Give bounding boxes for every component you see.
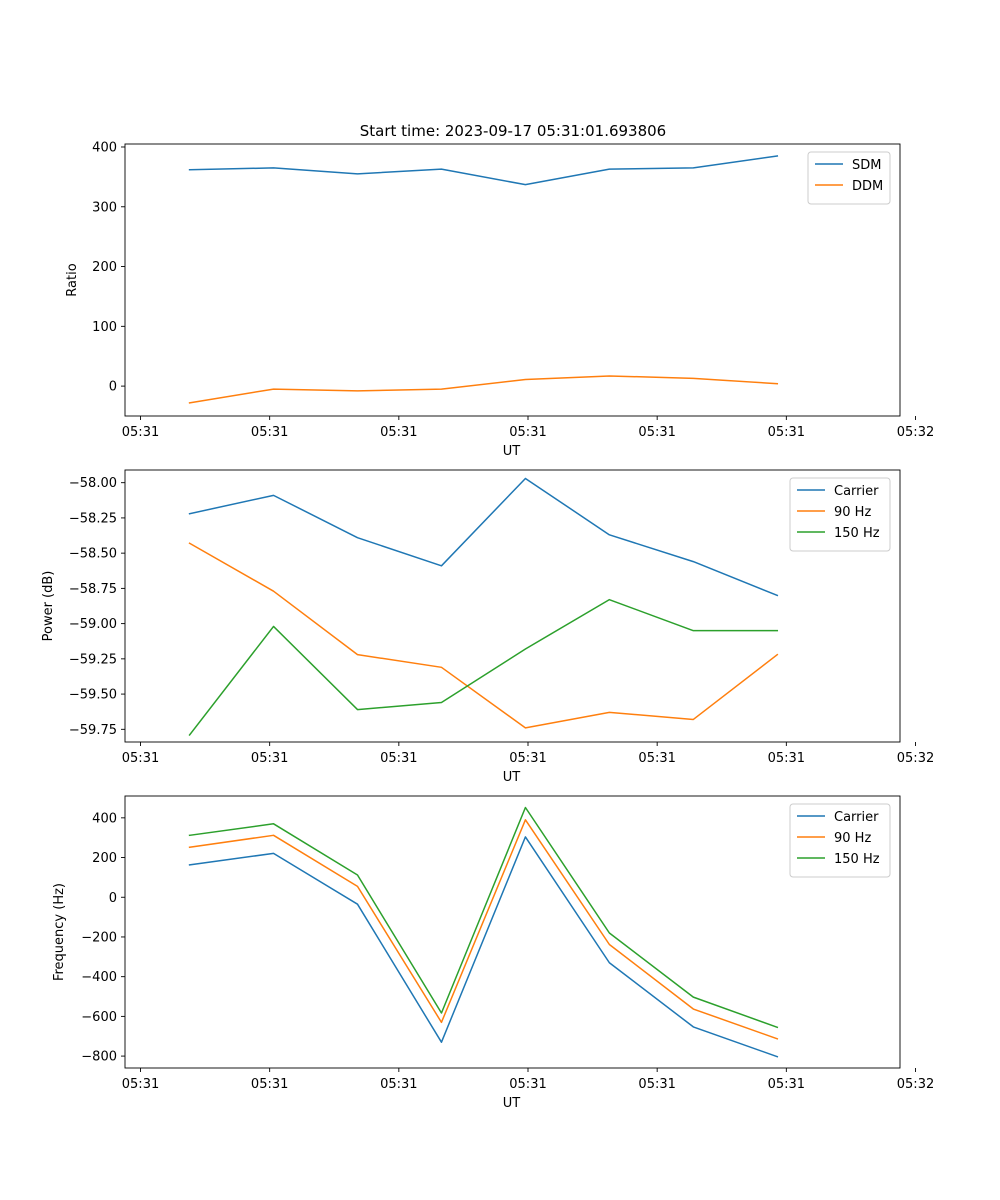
y-tick-label: 200 — [92, 260, 117, 275]
legend-label: 90 Hz — [834, 831, 871, 846]
y-tick-label: 100 — [92, 320, 117, 335]
x-tick-label: 05:31 — [509, 1077, 546, 1092]
y-tick-label: −59.75 — [69, 723, 117, 738]
y-tick-label: 0 — [109, 380, 117, 395]
y-tick-label: −600 — [81, 1010, 117, 1025]
x-tick-label: 05:31 — [638, 751, 675, 766]
axes-frame — [124, 469, 901, 743]
x-tick-label: 05:31 — [638, 1077, 675, 1092]
y-axis-label: Frequency (Hz) — [52, 883, 67, 981]
legend-label: Carrier — [834, 810, 879, 825]
subplot-1: 05:31 05:31 05:31 05:31 05:31 05:31 05:32 0 100 2… — [65, 140, 934, 459]
series-line-150-hz — [188, 806, 779, 1029]
legend-box — [807, 151, 891, 205]
y-tick-label: 300 — [92, 200, 117, 215]
x-tick-label: 05:31 — [768, 1077, 805, 1092]
y-tick-label: −58.00 — [69, 476, 117, 491]
plots-container: 05:31 05:31 05:31 05:31 05:31 05:31 05:32 0 100 2… — [41, 140, 934, 1111]
x-tick-label: 05:32 — [897, 751, 934, 766]
legend: Carrier 90 Hz 150 Hz — [789, 477, 891, 552]
x-tick-label: 05:31 — [251, 425, 288, 440]
y-tick-label: −58.50 — [69, 547, 117, 562]
y-tick-label: −59.00 — [69, 617, 117, 632]
legend-label: 150 Hz — [834, 852, 880, 867]
legend-label: 90 Hz — [834, 505, 871, 520]
x-tick-label: 05:31 — [768, 425, 805, 440]
x-tick-label: 05:32 — [897, 425, 934, 440]
x-tick-label: 05:31 — [251, 1077, 288, 1092]
x-tick-label: 05:31 — [638, 425, 675, 440]
legend-label: DDM — [852, 179, 883, 194]
subplot-3: 05:31 05:31 05:31 05:31 05:31 05:31 05:32 400 20… — [52, 795, 934, 1111]
series-line-sdm — [188, 155, 779, 186]
axes-frame — [124, 143, 901, 417]
figure-title: Start time: 2023-09-17 05:31:01.693806 — [360, 122, 666, 140]
legend-label: 150 Hz — [834, 526, 880, 541]
axes-frame — [124, 795, 901, 1069]
series-line-90-hz — [188, 542, 779, 729]
y-tick-label: −59.50 — [69, 688, 117, 703]
x-tick-label: 05:31 — [768, 751, 805, 766]
x-tick-label: 05:31 — [380, 1077, 417, 1092]
subplot-2: 05:31 05:31 05:31 05:31 05:31 05:31 05:32 −58.0… — [41, 469, 934, 785]
y-axis-label: Ratio — [65, 263, 80, 296]
y-tick-label: −59.25 — [69, 652, 117, 667]
x-axis-label: UT — [503, 1096, 521, 1111]
series-line-150-hz — [188, 598, 779, 737]
x-tick-label: 05:31 — [122, 1077, 159, 1092]
x-tick-label: 05:31 — [380, 751, 417, 766]
y-tick-label: −58.25 — [69, 511, 117, 526]
series-line-90-hz — [188, 819, 779, 1040]
x-tick-label: 05:32 — [897, 1077, 934, 1092]
legend: Carrier 90 Hz 150 Hz — [789, 803, 891, 878]
legend: SDM DDM — [807, 151, 891, 205]
series-line-carrier — [188, 477, 779, 597]
x-tick-label: 05:31 — [380, 425, 417, 440]
x-tick-label: 05:31 — [509, 751, 546, 766]
y-tick-label: 400 — [92, 811, 117, 826]
legend-label: Carrier — [834, 484, 879, 499]
legend-label: SDM — [852, 158, 881, 173]
x-tick-label: 05:31 — [509, 425, 546, 440]
x-tick-label: 05:31 — [251, 751, 288, 766]
y-tick-label: −400 — [81, 970, 117, 985]
series-line-carrier — [188, 836, 779, 1058]
y-tick-label: 400 — [92, 140, 117, 155]
y-tick-label: −800 — [81, 1050, 117, 1065]
x-tick-label: 05:31 — [122, 751, 159, 766]
y-tick-label: 200 — [92, 851, 117, 866]
y-tick-label: −58.75 — [69, 582, 117, 597]
x-tick-label: 05:31 — [122, 425, 159, 440]
x-axis-label: UT — [503, 770, 521, 785]
y-axis-label: Power (dB) — [41, 571, 56, 642]
series-line-ddm — [188, 375, 779, 404]
y-tick-label: −200 — [81, 930, 117, 945]
x-axis-label: UT — [503, 444, 521, 459]
y-tick-label: 0 — [109, 891, 117, 906]
